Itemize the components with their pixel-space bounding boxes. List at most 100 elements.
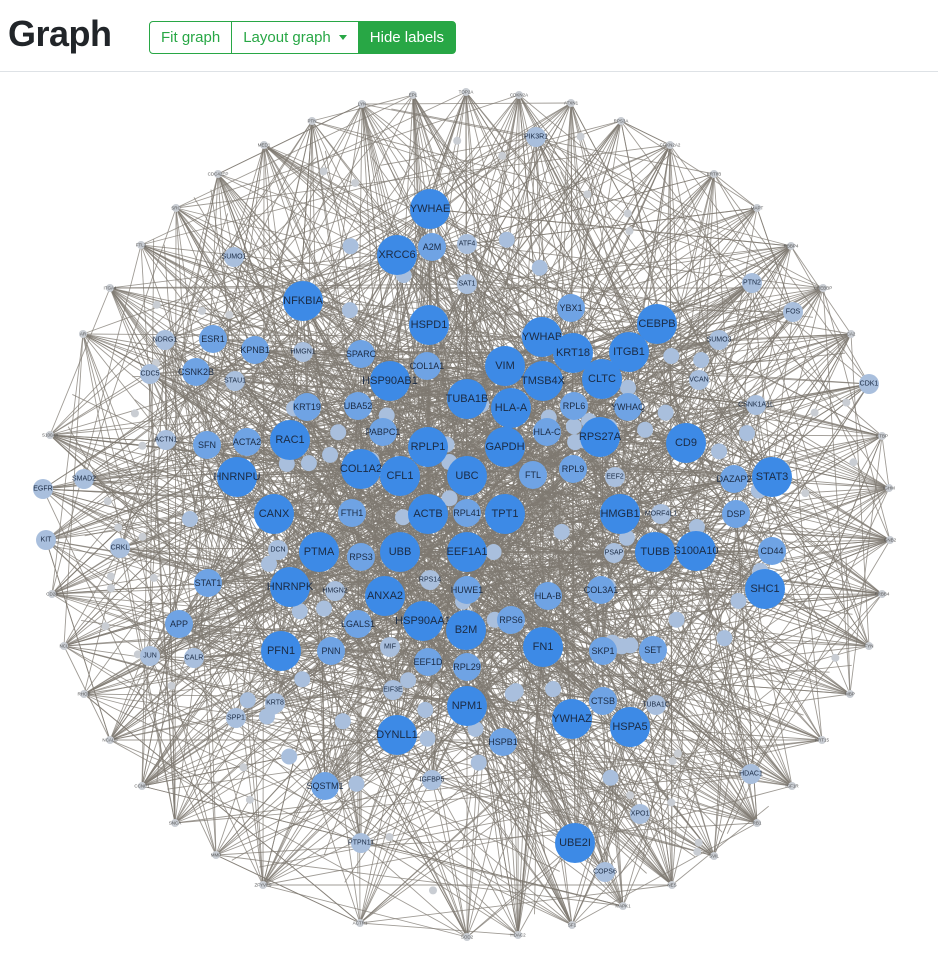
graph-node-minor[interactable] (625, 227, 633, 235)
graph-node-ywhae[interactable]: YWHAE (410, 189, 450, 229)
graph-node-minor[interactable] (420, 731, 436, 747)
graph-node-minor[interactable] (577, 133, 585, 141)
graph-node-cd9[interactable]: CD9 (666, 423, 706, 463)
graph-node-minor[interactable] (716, 630, 732, 646)
graph-node-minor[interactable] (622, 637, 638, 653)
graph-node-rpl41[interactable]: RPL41 (453, 499, 481, 527)
graph-node-tubb[interactable]: TUBB (635, 532, 675, 572)
graph-node-ccne1[interactable]: CCNE1 (134, 782, 150, 790)
graph-node-minor[interactable] (351, 179, 359, 187)
graph-node-minor[interactable] (674, 749, 682, 757)
graph-node-fth1[interactable]: FTH1 (338, 499, 366, 527)
graph-node-minor[interactable] (545, 681, 561, 697)
graph-node-minor[interactable] (225, 311, 233, 319)
graph-node-minor[interactable] (693, 848, 701, 856)
graph-node-minor[interactable] (669, 612, 685, 628)
graph-node-ar[interactable]: AR (79, 330, 87, 338)
graph-node-hspa5[interactable]: HSPA5 (610, 707, 650, 747)
graph-node-shc1[interactable]: SHC1 (745, 569, 785, 609)
graph-node-crkl[interactable]: CRKL (110, 538, 130, 558)
graph-node-hspd1[interactable]: HSPD1 (409, 305, 449, 345)
graph-node-minor[interactable] (138, 442, 146, 450)
graph-node-b2m[interactable]: B2M (446, 610, 486, 650)
graph-node-ctsb[interactable]: CTSB (589, 687, 617, 715)
graph-node-skp1[interactable]: SKP1 (589, 637, 617, 665)
graph-node-minor[interactable] (849, 458, 857, 466)
graph-node-minor[interactable] (153, 301, 161, 309)
graph-node-minor[interactable] (669, 757, 677, 765)
graph-node-minor[interactable] (107, 584, 115, 592)
graph-node-ftl[interactable]: FTL (519, 461, 547, 489)
layout-graph-dropdown[interactable]: Layout graph (231, 21, 359, 54)
graph-node-minor[interactable] (637, 422, 653, 438)
graph-node-nes[interactable]: NES (667, 881, 676, 889)
graph-node-hla-c[interactable]: HLA-C (533, 418, 561, 446)
graph-node-hla-a[interactable]: HLA-A (491, 388, 531, 428)
graph-node-kit[interactable]: KIT (36, 530, 56, 550)
graph-node-rps6[interactable]: RPS6 (497, 606, 525, 634)
graph-node-set[interactable]: SET (639, 636, 667, 664)
graph-node-minor[interactable] (498, 152, 506, 160)
graph-node-pnn[interactable]: PNN (317, 637, 345, 665)
graph-node-rpl9[interactable]: RPL9 (559, 455, 587, 483)
graph-node-minor[interactable] (114, 523, 122, 531)
graph-node-fyn[interactable]: FYN (865, 642, 874, 650)
graph-node-rpl29[interactable]: RPL29 (453, 653, 481, 681)
graph-node-canx[interactable]: CANX (254, 494, 294, 534)
graph-node-minor[interactable] (626, 791, 634, 799)
graph-node-krt19[interactable]: KRT19 (293, 393, 321, 421)
graph-node-esr1[interactable]: ESR1 (199, 325, 227, 353)
graph-node-minor[interactable] (322, 447, 338, 463)
graph-node-epl[interactable]: EPL (409, 91, 418, 99)
graph-node-ubb[interactable]: UBB (380, 532, 420, 572)
graph-node-svil[interactable]: SVIL (709, 852, 719, 860)
graph-node-zfyve9[interactable]: ZFYVE9 (254, 881, 272, 889)
graph-node-stat1[interactable]: STAT1 (194, 569, 222, 597)
graph-node-minor[interactable] (730, 593, 746, 609)
graph-node-actr1[interactable]: ACTR1 (353, 919, 368, 927)
graph-node-minor[interactable] (343, 238, 359, 254)
graph-node-minor[interactable] (603, 770, 619, 786)
graph-node-igf1r[interactable]: IGF1R (785, 782, 799, 790)
graph-node-minor[interactable] (320, 167, 328, 175)
graph-node-snca[interactable]: SNCA (169, 819, 182, 827)
graph-node-ubc[interactable]: UBC (447, 456, 487, 496)
graph-node-tpt1[interactable]: TPT1 (485, 494, 525, 534)
graph-node-minor[interactable] (139, 533, 147, 541)
graph-node-minor[interactable] (624, 209, 632, 217)
graph-node-cd44[interactable]: CD44 (758, 537, 786, 565)
graph-node-eif3e[interactable]: EIF3E (383, 680, 403, 700)
graph-node-eef2[interactable]: EEF2 (605, 467, 625, 487)
graph-node-minor[interactable] (107, 572, 115, 580)
graph-node-minor[interactable] (167, 682, 175, 690)
graph-node-app[interactable]: APP (165, 610, 193, 638)
graph-node-minor[interactable] (663, 348, 679, 364)
graph-node-cltc[interactable]: CLTC (582, 359, 622, 399)
graph-node-minor[interactable] (499, 232, 515, 248)
graph-node-minor[interactable] (429, 886, 437, 894)
graph-node-acta2[interactable]: ACTA2 (233, 428, 261, 456)
graph-node-sf1[interactable]: SF1 (568, 921, 577, 929)
fit-graph-button[interactable]: Fit graph (149, 21, 232, 54)
graph-node-minor[interactable] (294, 671, 310, 687)
graph-node-ybx1[interactable]: YBX1 (557, 294, 585, 322)
graph-node-minor[interactable] (508, 683, 524, 699)
graph-node-atf4[interactable]: ATF4 (457, 234, 477, 254)
graph-node-uba52[interactable]: UBA52 (344, 392, 373, 420)
hide-labels-button[interactable]: Hide labels (358, 21, 456, 54)
graph-node-hmgb1[interactable]: HMGB1 (600, 494, 640, 534)
graph-node-krt15[interactable]: KRT15 (815, 736, 829, 744)
graph-node-ptpn11[interactable]: PTPN11 (348, 833, 374, 853)
graph-node-minor[interactable] (583, 190, 591, 198)
graph-node-minor[interactable] (281, 749, 297, 765)
graph-node-cdkn2a[interactable]: CDKN2A (510, 91, 528, 99)
graph-node-minor[interactable] (801, 489, 809, 497)
graph-node-sat1[interactable]: SAT1 (457, 274, 477, 294)
graph-node-rb1[interactable]: RB1 (753, 819, 762, 827)
graph-node-mmp[interactable]: MMP (211, 851, 222, 859)
graph-node-minor[interactable] (150, 574, 158, 582)
graph-node-minor[interactable] (335, 713, 351, 729)
graph-node-ube2i[interactable]: UBE2I (555, 823, 595, 863)
graph-node-minor[interactable] (182, 511, 198, 527)
graph-node-minor[interactable] (831, 654, 839, 662)
